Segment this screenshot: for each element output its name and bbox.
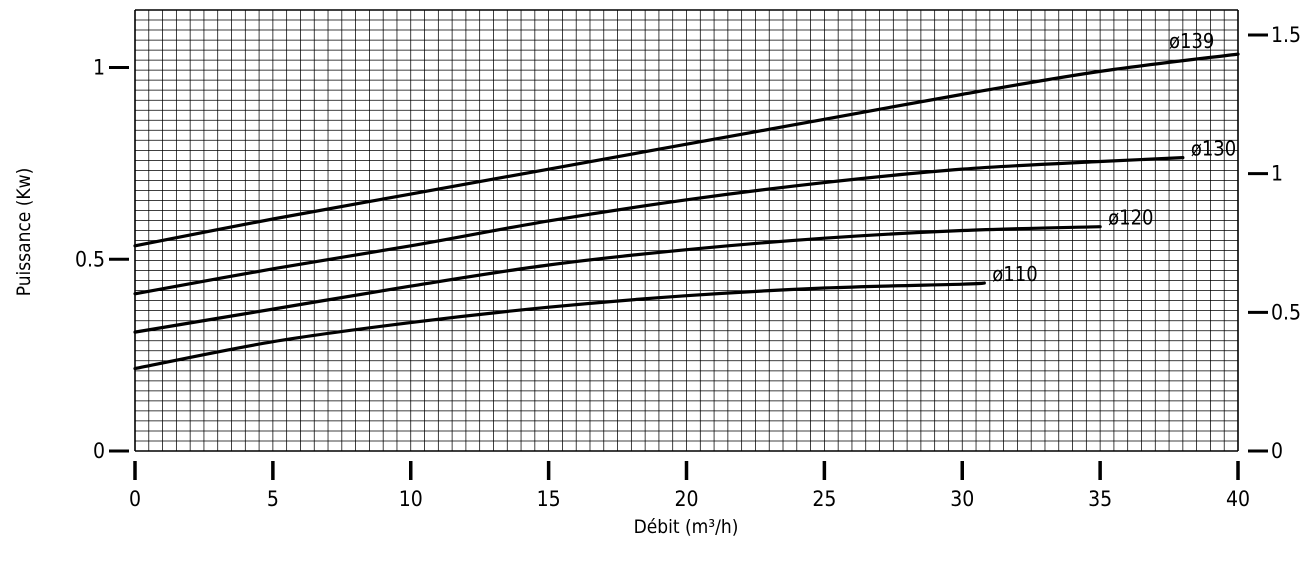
series-label: ø139 bbox=[1169, 29, 1214, 53]
y-axis-title: Puissance (Kw) bbox=[13, 168, 35, 297]
x-tick-label: 15 bbox=[537, 487, 561, 511]
y2-tick-label: 1.5 bbox=[1271, 23, 1301, 47]
y-tick-label: 0.5 bbox=[75, 247, 105, 271]
y2-tick-label: 0.5 bbox=[1271, 300, 1301, 324]
x-tick-label: 5 bbox=[267, 487, 279, 511]
series-group: ø139 ø130 ø120 ø110 bbox=[133, 29, 1240, 371]
x-tick-label: 0 bbox=[129, 487, 141, 511]
series-label: ø110 bbox=[992, 262, 1037, 286]
bottom-axis: 0 5 10 15 20 25 30 35 40 bbox=[129, 461, 1250, 511]
series-line bbox=[133, 52, 1240, 248]
x-tick-label: 40 bbox=[1226, 487, 1250, 511]
y2-tick-label: 1 bbox=[1271, 162, 1283, 186]
x-tick-label: 35 bbox=[1088, 487, 1112, 511]
right-axis: 0 0.5 1 1.5 bbox=[1248, 23, 1301, 463]
y2-tick-label: 0 bbox=[1271, 439, 1283, 463]
y-tick-label: 0 bbox=[93, 439, 105, 463]
x-tick-label: 30 bbox=[950, 487, 974, 511]
series-line bbox=[133, 225, 1102, 334]
grid bbox=[134, 9, 1239, 452]
y-tick-label: 1 bbox=[93, 56, 105, 80]
x-tick-label: 10 bbox=[399, 487, 423, 511]
series-line bbox=[133, 156, 1185, 296]
x-tick-label: 25 bbox=[812, 487, 836, 511]
left-axis: 00.51 bbox=[75, 56, 129, 463]
series-label: ø130 bbox=[1191, 137, 1236, 161]
x-axis-title: Débit (m³/h) bbox=[634, 516, 739, 538]
series-label: ø120 bbox=[1108, 206, 1153, 230]
x-tick-label: 20 bbox=[674, 487, 698, 511]
series-line bbox=[133, 281, 986, 371]
